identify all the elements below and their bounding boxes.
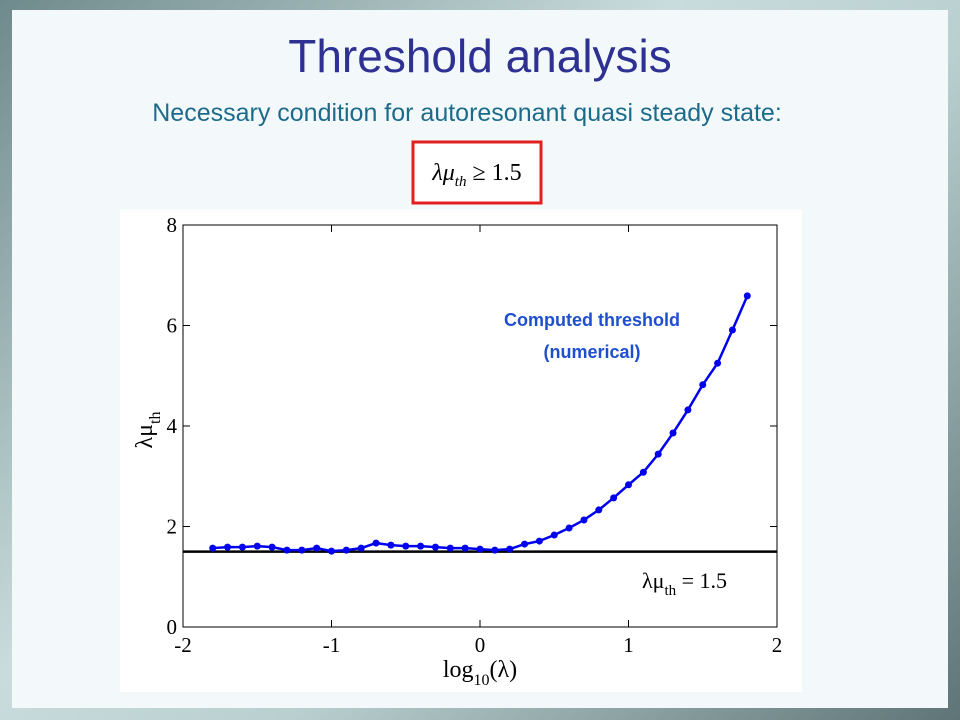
data-point [669,429,677,437]
x-tick-label: -1 [323,633,341,657]
slide-title: Threshold analysis [288,30,672,82]
data-point [283,546,291,554]
data-point [535,537,543,545]
data-point [446,544,454,552]
data-point [728,326,736,334]
formula-part: λμ [431,160,454,186]
data-point [268,543,276,551]
y-tick-label: 8 [167,213,178,237]
data-point [595,506,603,514]
series-annotation: (numerical) [543,342,640,362]
data-point [253,542,261,550]
y-label-sub: th [147,412,164,424]
data-point [580,516,588,524]
data-point [625,481,632,489]
x-label-part: log [443,657,474,683]
x-axis-label: log10(λ) [443,657,517,689]
x-tick-label: 0 [475,633,486,657]
data-point [372,539,380,547]
data-point [209,544,217,552]
data-point [313,544,321,552]
x-tick-label: -2 [174,633,192,657]
data-point [654,450,662,458]
threshold-annotation: λμth = 1.5 [642,568,727,599]
x-tick-label: 2 [772,633,783,657]
data-point [328,547,335,555]
formula: λμth ≥ 1.5 [431,160,521,190]
data-point [550,531,558,539]
data-point [610,494,618,502]
x-label-part: (λ) [490,657,518,683]
data-point [684,406,692,414]
formula-sub: th [455,174,467,190]
chart-background [120,210,802,692]
data-point [387,541,395,549]
data-point [521,540,529,548]
slide-subtitle: Necessary condition for autoresonant qua… [152,99,782,127]
data-point [639,468,647,476]
data-point [714,359,722,367]
y-tick-label: 0 [167,615,178,639]
data-point [506,545,514,553]
data-point [342,546,350,554]
data-point [238,543,246,551]
data-point [476,545,484,553]
x-label-sub: 10 [474,672,490,689]
y-label-part: λμ [132,424,158,449]
formula-part: ≥ 1.5 [466,160,521,186]
data-point [431,543,439,551]
threshold-label-part: = 1.5 [676,568,727,593]
data-point [699,381,707,389]
x-tick-label: 1 [623,633,634,657]
data-point [402,542,410,550]
y-tick-label: 6 [167,314,178,338]
data-point [298,546,306,554]
y-tick-label: 2 [167,515,178,539]
data-point [743,292,751,300]
data-point [491,546,499,554]
formula-box [411,140,543,205]
data-point [417,542,425,550]
y-axis-label: λμth [132,412,164,449]
y-tick-label: 4 [167,414,178,438]
threshold-label-part: λμ [642,568,664,593]
data-point [565,524,573,532]
data-point [461,544,469,552]
data-point [224,543,232,551]
threshold-label-sub: th [664,583,676,599]
series-annotation: Computed threshold [504,310,680,330]
data-point [357,544,365,552]
